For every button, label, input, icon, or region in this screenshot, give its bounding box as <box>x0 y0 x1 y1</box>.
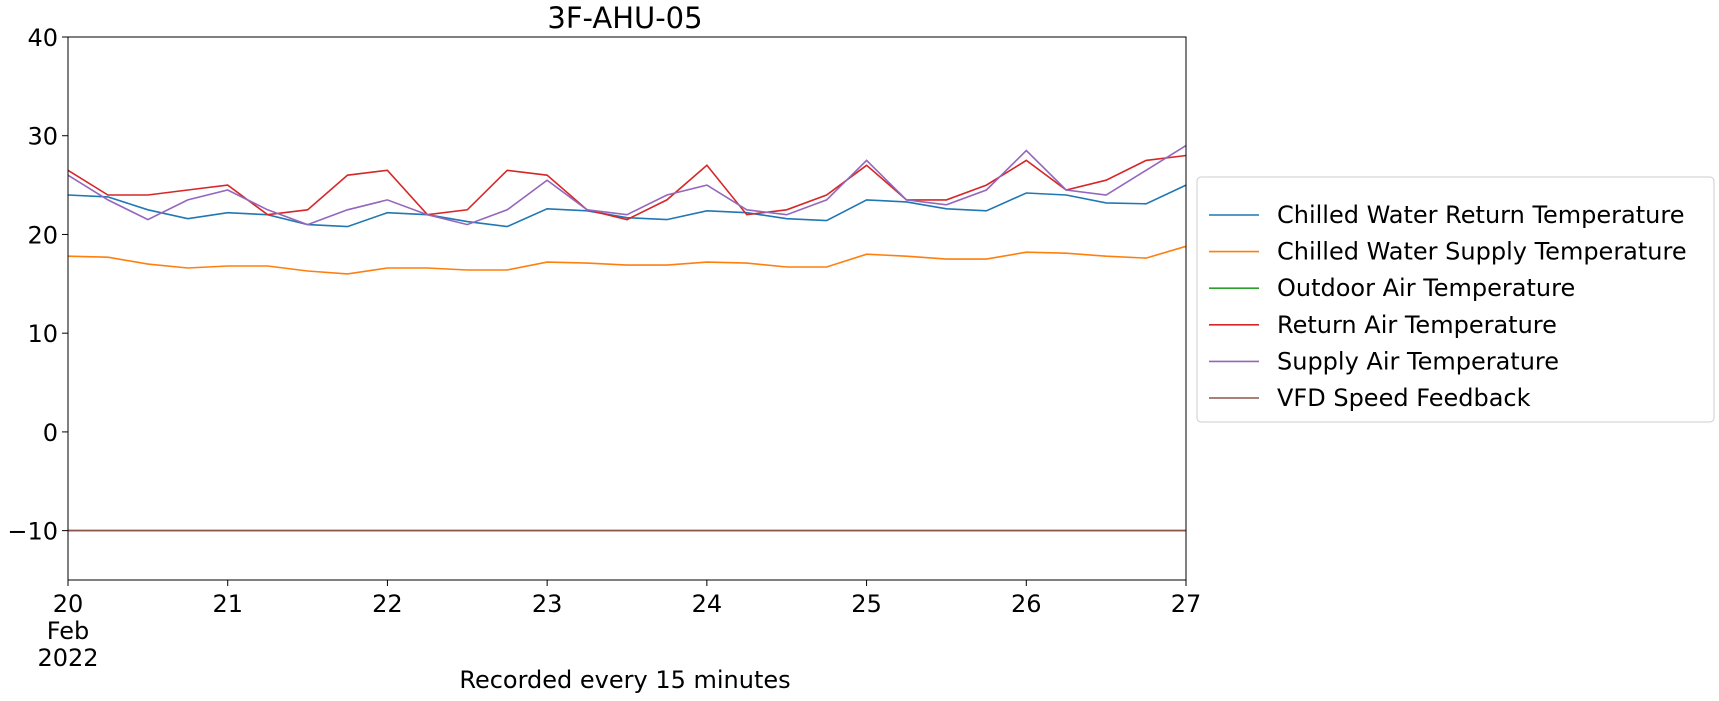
plot-frame <box>67 36 1187 581</box>
legend: Chilled Water Return Temperature Chilled … <box>1196 176 1715 423</box>
x-tick-label: 26 <box>1011 590 1042 618</box>
plot-area <box>67 36 1187 581</box>
x-tick-label: 20 <box>53 590 84 618</box>
y-tick-label: 40 <box>27 24 58 52</box>
legend-label: Outdoor Air Temperature <box>1277 274 1575 302</box>
series-line-4 <box>67 154 1187 221</box>
y-tick-label: 10 <box>27 320 58 348</box>
x-tick-label: 22 <box>372 590 403 618</box>
x-tick-year-label: 2022 <box>37 644 98 672</box>
chart-title: 3F-AHU-05 <box>547 1 702 35</box>
legend-label: VFD Speed Feedback <box>1277 384 1531 412</box>
legend-label: Chilled Water Supply Temperature <box>1277 238 1687 266</box>
x-tick-label: 25 <box>851 590 882 618</box>
legend-label: Chilled Water Return Temperature <box>1277 201 1684 229</box>
legend-box <box>1196 176 1715 423</box>
x-tick-label: 23 <box>532 590 563 618</box>
legend-label: Supply Air Temperature <box>1277 347 1559 375</box>
y-tick-label: 0 <box>43 419 58 447</box>
y-tick-label: 30 <box>27 123 58 151</box>
y-tick-label: 20 <box>27 221 58 249</box>
legend-label: Return Air Temperature <box>1277 311 1557 339</box>
series-line-2 <box>67 245 1187 275</box>
x-tick-label: 21 <box>212 590 243 618</box>
y-axis: 40 30 20 10 0 −10 <box>7 24 68 546</box>
x-tick-label: 27 <box>1171 590 1202 618</box>
x-tick-month-label: Feb <box>47 617 90 645</box>
y-tick-label: −10 <box>7 518 58 546</box>
x-tick-label: 24 <box>692 590 723 618</box>
x-axis-label: Recorded every 15 minutes <box>459 666 790 694</box>
series-line-1 <box>67 184 1187 228</box>
series-line-5 <box>67 144 1187 226</box>
